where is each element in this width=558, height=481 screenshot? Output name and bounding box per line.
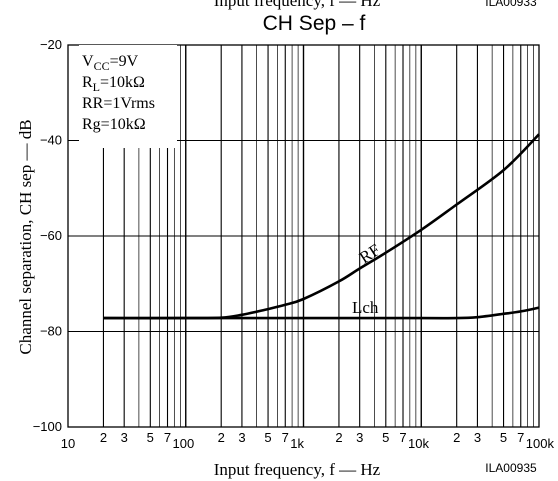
figure-code: ILA00935 (485, 461, 537, 475)
series-rf-line (103, 133, 540, 320)
x-tick-decade-label: 10k (408, 436, 429, 451)
series-label-lch: Lch (352, 298, 379, 317)
x-tick-label: 5 (382, 430, 389, 445)
y-axis-label: Channel separation, CH sep — dB (16, 119, 35, 354)
condition-line: VCC=9V (82, 53, 139, 73)
x-tick-decade-label: 1k (290, 436, 304, 451)
y-tick-label: −60 (40, 228, 62, 243)
x-tick-label: 7 (164, 430, 171, 445)
y-tick-label: −40 (40, 133, 62, 148)
x-tick-decade-label: 100k (526, 436, 555, 451)
top-code-cut: ILA00933 (485, 0, 537, 9)
y-tick-label: −80 (40, 324, 62, 339)
x-tick-label: 10 (61, 436, 75, 451)
x-tick-label: 3 (121, 430, 128, 445)
x-tick-label: 7 (282, 430, 289, 445)
y-tick-labels: −100 −80 −60 −40 −20 (33, 37, 62, 434)
x-axis-label: Input frequency, f — Hz (214, 460, 381, 479)
x-tick-label: 5 (500, 430, 507, 445)
plot-frame (67, 44, 540, 428)
x-tick-label: 3 (356, 430, 363, 445)
x-tick-label: 3 (238, 430, 245, 445)
x-tick-label: 2 (453, 430, 460, 445)
x-tick-label: 5 (147, 430, 154, 445)
series-lch-line (103, 306, 540, 320)
top-caption-cut: Input frequency, f — Hz (214, 0, 381, 10)
x-tick-label: 2 (218, 430, 225, 445)
condition-line: Rg=10kΩ (82, 116, 146, 133)
y-tick-label: −20 (40, 37, 62, 52)
x-tick-label: 2 (335, 430, 342, 445)
y-tick-label: −100 (33, 419, 62, 434)
conditions-box (79, 45, 177, 148)
x-tick-labels: 10 2 3 5 7 100 2 3 5 7 1k 2 3 5 7 10k 2 3 5 7 100k (61, 430, 555, 451)
x-tick-label: 7 (399, 430, 406, 445)
x-tick-label: 5 (264, 430, 271, 445)
x-tick-label: 7 (517, 430, 524, 445)
condition-line: RL=10kΩ (82, 74, 145, 94)
x-tick-label: 2 (100, 430, 107, 445)
x-tick-decade-label: 100 (173, 436, 195, 451)
condition-line: RR=1Vrms (82, 95, 155, 112)
chart-title: CH Sep – f (263, 12, 366, 35)
x-tick-label: 3 (474, 430, 481, 445)
